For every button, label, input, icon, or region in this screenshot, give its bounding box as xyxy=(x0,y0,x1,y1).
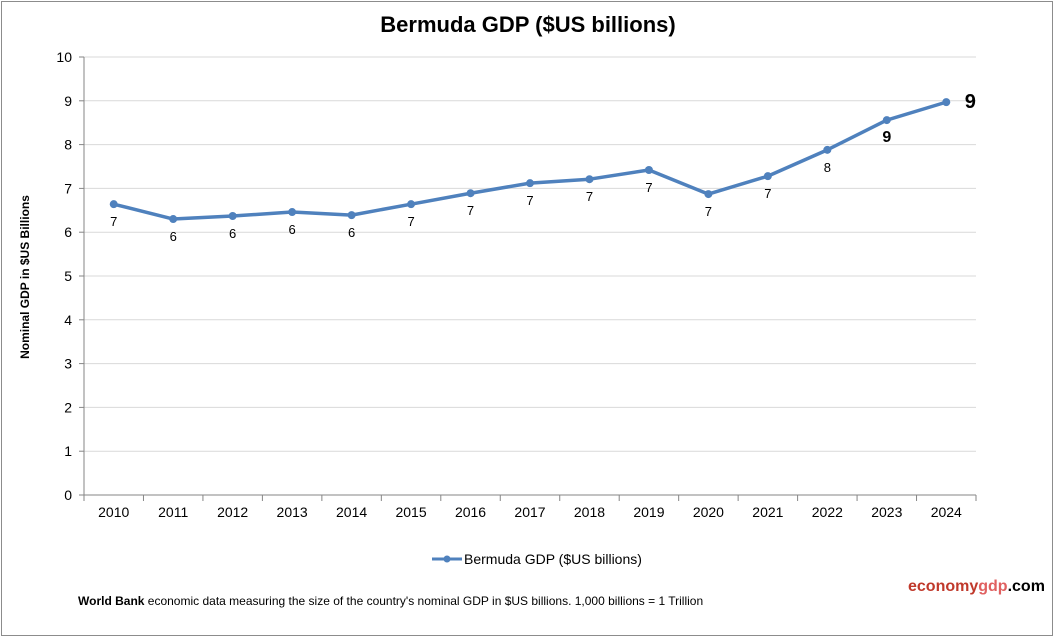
data-label: 6 xyxy=(289,222,296,237)
data-label: 7 xyxy=(705,204,712,219)
x-tick-label: 2018 xyxy=(574,504,605,520)
data-label: 9 xyxy=(882,129,891,146)
brand-logo[interactable]: economygdp.com xyxy=(908,578,1045,596)
data-point xyxy=(942,98,951,107)
x-tick-label: 2017 xyxy=(514,504,545,520)
y-tick-label: 2 xyxy=(64,399,72,415)
y-tick-label: 3 xyxy=(64,356,72,372)
data-point xyxy=(109,200,118,209)
x-tick-label: 2024 xyxy=(931,504,962,520)
data-point xyxy=(763,172,772,181)
x-tick-label: 2021 xyxy=(752,504,783,520)
x-tick-label: 2023 xyxy=(871,504,902,520)
data-label: 9 xyxy=(965,91,976,113)
x-tick-label: 2020 xyxy=(693,504,724,520)
footer-source: World Bank xyxy=(78,594,145,608)
data-point xyxy=(526,179,534,188)
x-tick-label: 2011 xyxy=(158,504,188,520)
brand-part3: .com xyxy=(1007,578,1045,595)
legend-line-marker-icon xyxy=(432,555,462,563)
data-point xyxy=(407,200,416,209)
footer-note: World Bank economic data measuring the s… xyxy=(78,594,703,608)
y-tick-label: 8 xyxy=(64,137,72,153)
data-label: 6 xyxy=(348,225,355,240)
data-label: 7 xyxy=(645,180,652,195)
data-point xyxy=(585,175,594,184)
x-tick-label: 2010 xyxy=(98,504,129,520)
data-label: 7 xyxy=(526,193,533,208)
x-tick-label: 2013 xyxy=(277,504,308,520)
legend: Bermuda GDP ($US billions) xyxy=(432,551,642,567)
data-point xyxy=(288,208,297,217)
data-point xyxy=(882,116,891,125)
data-label: 8 xyxy=(824,160,831,175)
data-label: 6 xyxy=(229,226,236,241)
data-label: 6 xyxy=(170,229,177,244)
data-label: 7 xyxy=(110,214,117,229)
legend-label: Bermuda GDP ($US billions) xyxy=(464,551,642,567)
y-tick-label: 5 xyxy=(64,268,72,284)
brand-part1: economy xyxy=(908,578,979,595)
data-point xyxy=(823,145,832,154)
y-tick-label: 10 xyxy=(56,49,72,65)
x-tick-label: 2019 xyxy=(633,504,664,520)
data-label: 7 xyxy=(467,203,474,218)
data-point xyxy=(169,215,178,224)
x-tick-label: 2012 xyxy=(217,504,248,520)
y-tick-label: 0 xyxy=(64,487,72,503)
data-point xyxy=(347,211,356,220)
chart-title: Bermuda GDP ($US billions) xyxy=(380,12,676,37)
data-point xyxy=(228,211,237,220)
brand-part2: gdp xyxy=(978,578,1008,595)
y-tick-label: 9 xyxy=(64,93,72,109)
footer-text: economic data measuring the size of the … xyxy=(144,594,704,608)
y-tick-label: 6 xyxy=(64,224,72,240)
x-tick-label: 2014 xyxy=(336,504,367,520)
data-point xyxy=(704,190,713,199)
data-label: 7 xyxy=(586,189,593,204)
x-tick-label: 2016 xyxy=(455,504,486,520)
x-tick-label: 2015 xyxy=(395,504,426,520)
data-point xyxy=(466,189,475,198)
data-label: 7 xyxy=(764,186,771,201)
data-label: 7 xyxy=(407,214,414,229)
y-tick-label: 7 xyxy=(64,180,72,196)
data-point xyxy=(644,166,653,175)
y-tick-label: 4 xyxy=(64,312,72,328)
y-tick-label: 1 xyxy=(64,443,72,459)
x-tick-label: 2022 xyxy=(812,504,843,520)
